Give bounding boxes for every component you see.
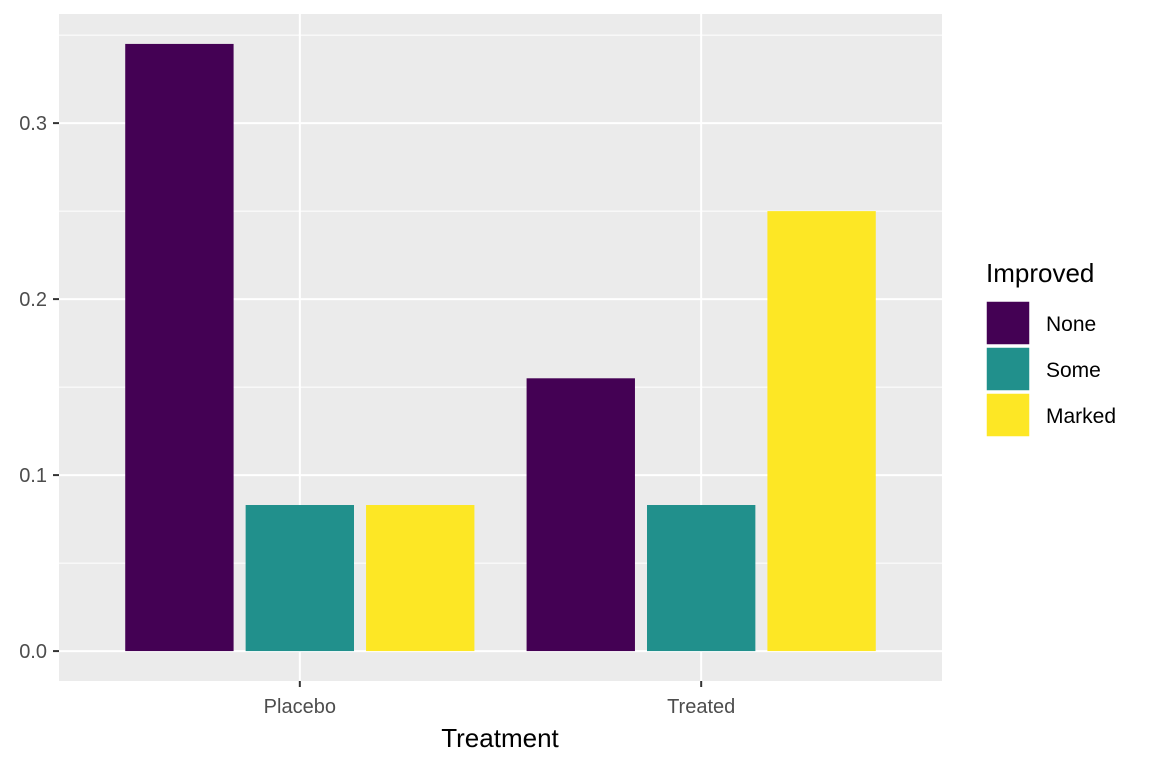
- x-tick-label: Placebo: [264, 696, 336, 718]
- legend-key-some: [985, 346, 1031, 392]
- y-tick-label: 0.0: [19, 641, 47, 663]
- bars: [125, 43, 876, 652]
- legend-label-some: Some: [1046, 359, 1101, 382]
- legend-title: Improved: [986, 258, 1094, 288]
- x-axis: Placebo Treated: [264, 681, 735, 718]
- legend: Improved None Some Marked: [985, 258, 1116, 438]
- y-axis: 0.0 0.1 0.2 0.3: [19, 113, 59, 663]
- bar-marked-treated: [767, 211, 876, 652]
- bar-none-treated: [526, 378, 635, 652]
- y-tick-label: 0.2: [19, 289, 47, 311]
- x-axis-title: Treatment: [441, 723, 559, 753]
- bar-marked-placebo: [366, 505, 475, 652]
- x-tick-label: Treated: [667, 696, 735, 718]
- bar-none-placebo: [125, 43, 234, 652]
- legend-key-marked: [985, 392, 1031, 438]
- legend-label-marked: Marked: [1046, 405, 1116, 428]
- legend-label-none: None: [1046, 313, 1096, 336]
- legend-key-none: [985, 300, 1031, 346]
- bar-some-placebo: [245, 505, 355, 652]
- bar-some-treated: [646, 505, 756, 652]
- y-tick-label: 0.1: [19, 465, 47, 487]
- y-tick-label: 0.3: [19, 113, 47, 135]
